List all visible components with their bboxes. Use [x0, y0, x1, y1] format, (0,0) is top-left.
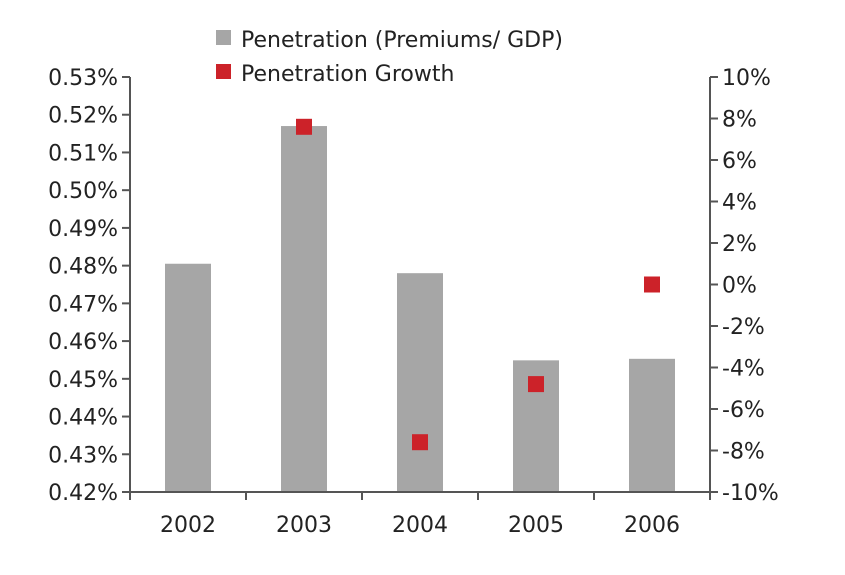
right-tick-label: 2% — [722, 232, 757, 257]
x-axis-ticks: 2002 2003 2004 2005 2006 — [129, 492, 711, 538]
growth-point-group — [296, 118, 660, 451]
left-tick-label: 0.52% — [48, 104, 118, 129]
legend-swatch-growth — [216, 64, 231, 79]
left-tick-label: 0.43% — [48, 443, 118, 468]
right-tick-label: 0% — [722, 274, 757, 299]
legend: Penetration (Premiums/ GDP) Penetration … — [216, 28, 563, 87]
left-tick-label: 0.44% — [48, 406, 118, 431]
x-tick-label-2004: 2004 — [392, 513, 448, 538]
left-tick-label: 0.51% — [48, 141, 118, 166]
right-tick-label: -2% — [722, 315, 765, 340]
right-axis-ticks: -10% -8% -6% -4% -2% 0% 2% 4% 6% 8% 10% — [710, 66, 779, 506]
legend-label-growth: Penetration Growth — [241, 62, 454, 87]
left-tick-label: 0.50% — [48, 179, 118, 204]
left-tick-label: 0.45% — [48, 368, 118, 393]
right-tick-label: -6% — [722, 398, 765, 423]
right-tick-label: -8% — [722, 440, 765, 465]
right-tick-label: -4% — [722, 357, 765, 382]
growth-point-2004 — [412, 434, 428, 451]
x-tick-label-2006: 2006 — [624, 513, 680, 538]
bar-2006 — [629, 358, 675, 492]
growth-point-2005 — [528, 376, 544, 393]
x-tick-label-2005: 2005 — [508, 513, 564, 538]
right-tick-label: 6% — [722, 149, 757, 174]
left-tick-label: 0.47% — [48, 292, 118, 317]
left-tick-label: 0.46% — [48, 330, 118, 355]
legend-label-penetration: Penetration (Premiums/ GDP) — [241, 28, 563, 53]
right-tick-label: 8% — [722, 108, 757, 133]
right-tick-label: 4% — [722, 191, 757, 216]
right-tick-label: 10% — [722, 66, 771, 91]
bar-2003 — [281, 126, 327, 492]
growth-point-2003 — [296, 118, 312, 135]
bar-2002 — [165, 263, 211, 492]
x-tick-label-2002: 2002 — [160, 513, 216, 538]
bar-2004 — [397, 273, 443, 492]
left-tick-label: 0.48% — [48, 255, 118, 280]
left-tick-label: 0.53% — [48, 66, 118, 91]
left-tick-label: 0.42% — [48, 481, 118, 506]
left-axis-ticks: 0.42% 0.43% 0.44% 0.45% 0.46% 0.47% 0.48% 0.49%… — [48, 66, 130, 506]
growth-point-2006 — [644, 276, 660, 293]
legend-swatch-penetration — [216, 30, 231, 45]
left-tick-label: 0.49% — [48, 217, 118, 242]
x-tick-label-2003: 2003 — [276, 513, 332, 538]
right-tick-label: -10% — [722, 481, 779, 506]
